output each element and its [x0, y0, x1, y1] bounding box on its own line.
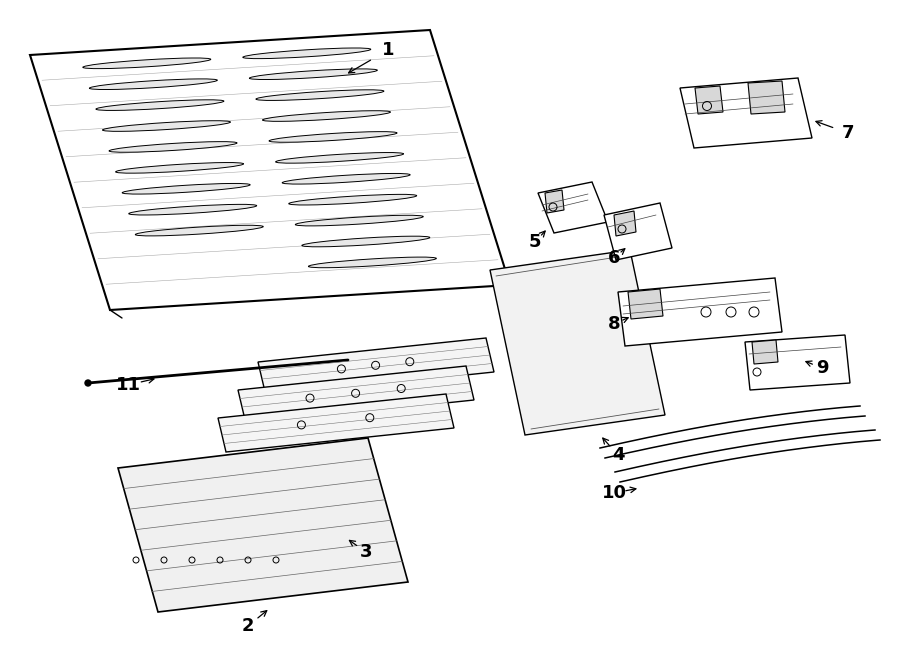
Text: 8: 8 — [608, 315, 620, 333]
Ellipse shape — [115, 163, 244, 173]
Polygon shape — [752, 340, 778, 364]
Polygon shape — [118, 438, 408, 612]
Text: 11: 11 — [115, 376, 140, 394]
Polygon shape — [618, 278, 782, 346]
Text: 6: 6 — [608, 249, 620, 267]
Polygon shape — [30, 30, 510, 310]
Ellipse shape — [109, 141, 237, 152]
Text: 7: 7 — [842, 124, 854, 142]
Text: 9: 9 — [815, 359, 828, 377]
Text: 5: 5 — [529, 233, 541, 251]
Polygon shape — [490, 250, 665, 435]
Ellipse shape — [135, 225, 264, 236]
Polygon shape — [748, 81, 785, 114]
Polygon shape — [695, 86, 723, 114]
Polygon shape — [538, 182, 608, 233]
Ellipse shape — [269, 132, 397, 142]
Polygon shape — [545, 190, 564, 213]
Ellipse shape — [275, 153, 403, 163]
Ellipse shape — [295, 215, 423, 226]
Circle shape — [85, 380, 91, 386]
Ellipse shape — [302, 236, 430, 247]
Ellipse shape — [96, 100, 224, 110]
Ellipse shape — [263, 111, 391, 122]
Ellipse shape — [283, 173, 410, 184]
Polygon shape — [745, 335, 850, 390]
Ellipse shape — [289, 194, 417, 205]
Ellipse shape — [309, 257, 436, 268]
Ellipse shape — [89, 79, 218, 89]
Polygon shape — [604, 203, 672, 260]
Text: 3: 3 — [360, 543, 373, 561]
Polygon shape — [614, 211, 636, 236]
Text: 2: 2 — [242, 617, 254, 635]
Polygon shape — [258, 338, 494, 396]
Ellipse shape — [129, 204, 256, 215]
Text: 10: 10 — [601, 484, 626, 502]
Text: 4: 4 — [612, 446, 625, 464]
Ellipse shape — [103, 121, 230, 132]
Ellipse shape — [256, 90, 384, 100]
Polygon shape — [238, 366, 474, 424]
Text: 1: 1 — [382, 41, 394, 59]
Polygon shape — [218, 394, 454, 452]
Ellipse shape — [243, 48, 371, 59]
Polygon shape — [628, 289, 663, 319]
Ellipse shape — [122, 184, 250, 194]
Ellipse shape — [83, 58, 211, 69]
Polygon shape — [680, 78, 812, 148]
Ellipse shape — [249, 69, 377, 79]
